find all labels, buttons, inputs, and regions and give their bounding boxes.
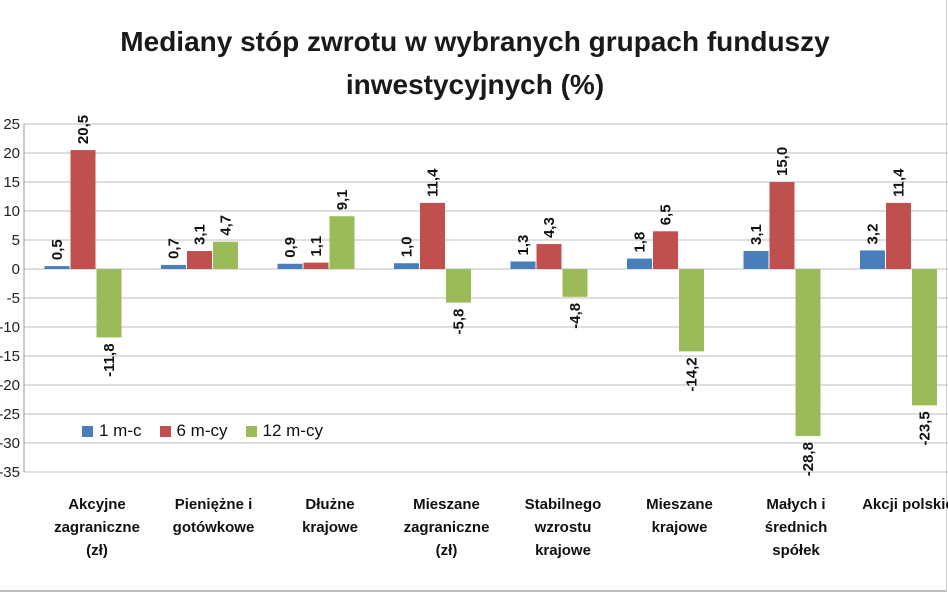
data-label: -23,5 [917,411,934,445]
data-label: 6,5 [658,204,675,225]
data-label: 3,2 [865,224,882,245]
data-label: 4,7 [218,215,235,236]
data-label: -5,8 [451,309,468,335]
bar-12-m-cy [96,269,122,338]
legend-item: 1 m-c [82,421,142,441]
data-label: 15,0 [774,147,791,176]
y-tick-label: 25 [3,116,20,133]
y-tick-label: -25 [0,406,20,423]
data-label: 1,8 [632,232,649,253]
category-label: Stabilnego wzrostu krajowe [524,496,602,559]
y-tick-label: -35 [0,464,20,481]
data-label: -11,8 [101,343,118,376]
data-label: 0,5 [49,239,66,260]
category-label: Akcji polskich [862,496,948,513]
category-label: Mieszane krajowe [646,496,713,536]
legend: 1 m-c 6 m-cy 12 m-cy [82,421,323,441]
chart-title: Mediany stóp zwrotu w wybranych grupach … [120,26,830,100]
data-label: 20,5 [75,115,92,144]
bar-12-m-cy [795,269,821,437]
data-label: 3,1 [748,224,765,245]
legend-swatch [82,425,93,437]
y-tick-label: -20 [0,377,20,394]
category-label: Akcyjne zagraniczne (zł) [54,496,140,559]
legend-swatch [245,425,257,437]
data-label: 9,1 [334,189,351,210]
data-label: -14,2 [684,357,701,391]
y-tick-label: 5 [12,232,20,249]
data-label: 11,4 [891,168,908,197]
bar-1-m-c [161,264,186,269]
legend-item: 6 m-cy [159,421,228,441]
data-label: 1,3 [515,235,532,256]
legend-label: 12 m-cy [262,421,323,440]
bar-1-m-c [860,250,885,269]
bar-12-m-cy [446,269,471,303]
y-tick-label: -15 [0,348,20,365]
data-label: 3,1 [192,224,209,245]
bar-1-m-c [743,251,769,269]
y-tick-label: 20 [3,145,20,162]
legend-item: 12 m-cy [245,421,323,441]
data-label: -4,8 [567,303,584,329]
y-tick-label: 15 [3,174,20,191]
bar-12-m-cy [679,269,704,352]
category-label: Dłużne krajowe [302,496,358,536]
data-label: 1,1 [308,236,325,257]
category-label: Pieniężne i gotówkowe [172,496,255,536]
bar-1-m-c [510,261,536,269]
bar-6-m-cy [653,231,678,269]
y-tick-label: -30 [0,435,20,452]
bar-6-m-cy [187,251,212,269]
bar-12-m-cy [213,241,238,269]
bar-6-m-cy [303,262,329,269]
data-label: -28,8 [800,442,817,476]
bar-12-m-cy [562,269,588,297]
category-label: Mieszane zagraniczne (zł) [403,496,490,559]
data-label: 0,9 [282,237,299,258]
y-tick-label: -5 [7,290,20,307]
bar-1-m-c [44,266,70,269]
legend-swatch [159,425,171,437]
bar-6-m-cy [769,182,795,269]
bar-12-m-cy [912,269,937,406]
y-tick-label: -10 [0,319,20,336]
bar-1-m-c [394,263,419,269]
category-label: Małych i średnich spółek [764,496,828,559]
bar-6-m-cy [420,202,445,269]
legend-label: 1 m-c [99,421,142,440]
legend-label: 6 m-cy [176,421,228,440]
bar-12-m-cy [329,216,355,269]
bar-6-m-cy [536,244,562,269]
data-label: 1,0 [399,236,416,257]
y-tick-label: 0 [12,261,20,278]
data-label: 0,7 [166,238,183,259]
data-label: 11,4 [425,168,442,197]
bar-6-m-cy [886,202,911,269]
data-label: 4,3 [541,217,558,238]
bar-1-m-c [627,258,652,269]
bar-1-m-c [277,263,303,269]
bar-6-m-cy [70,150,96,269]
y-tick-label: 10 [3,203,20,220]
